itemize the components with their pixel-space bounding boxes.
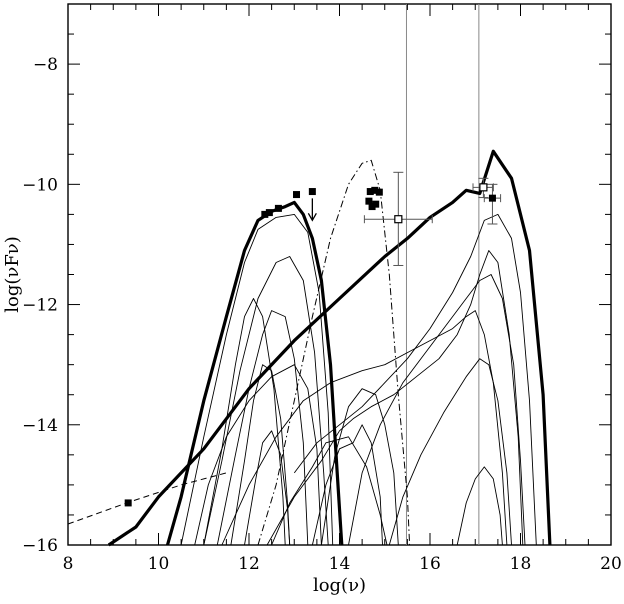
plot-border [67, 3, 612, 546]
x-tick-label-2: 12 [238, 554, 260, 574]
y-axis-label: log(νFν) [2, 236, 23, 313]
series-line-3 [67, 472, 227, 525]
series-line-12 [320, 388, 399, 546]
data-point-open-0 [394, 215, 403, 224]
upper-limits [307, 198, 317, 222]
data-point-filled-0 [124, 499, 132, 507]
arrow-head [307, 213, 317, 222]
data-point-filled-12 [488, 194, 496, 202]
series-line-13 [311, 424, 383, 546]
data-point-filled-10 [372, 200, 380, 208]
data-point-filled-7 [371, 186, 379, 194]
y-tick-label-0: −16 [22, 536, 58, 556]
data-point-filled-11 [368, 203, 376, 211]
model-curves [67, 149, 552, 547]
data-point-filled-6 [366, 188, 374, 196]
y-tick-label-2: −12 [22, 296, 58, 316]
vertical-lines [405, 4, 480, 545]
series-line-4 [180, 213, 334, 546]
data-point-filled-1 [261, 210, 269, 218]
series-line-7 [230, 364, 291, 546]
series-line-17 [348, 274, 526, 546]
series-line-15 [266, 250, 524, 546]
x-tick-label-0: 8 [63, 554, 74, 574]
series-line-2 [257, 159, 411, 546]
error-bars [363, 171, 502, 266]
y-axis-ticks: −16 −14 −12 −10 −8 [22, 33, 611, 556]
data-points [124, 183, 496, 507]
data-point-filled-3 [274, 204, 282, 212]
x-tick-label-1: 10 [148, 554, 170, 574]
series-line-10 [194, 364, 322, 546]
series-line-9 [203, 298, 286, 546]
series-line-0 [165, 200, 344, 546]
x-axis-label: log(ν) [313, 575, 366, 596]
x-tick-label-5: 18 [510, 554, 532, 574]
data-point-filled-4 [293, 191, 301, 199]
series-line-19 [456, 466, 503, 546]
series-line-5 [203, 256, 329, 546]
series-line-14 [221, 310, 508, 546]
x-tick-label-3: 14 [329, 554, 351, 574]
series-line-6 [216, 310, 309, 546]
x-axis-ticks: 8 10 12 14 16 18 20 [63, 4, 622, 574]
y-tick-label-3: −10 [22, 175, 58, 195]
series-line-1 [107, 149, 552, 547]
data-point-filled-5 [308, 188, 316, 196]
data-point-open-1 [479, 183, 488, 192]
upper-limit-arrow-0 [307, 198, 317, 222]
y-tick-label-1: −14 [22, 416, 58, 436]
plot-frame [67, 3, 612, 546]
series-line-16 [293, 213, 537, 546]
x-tick-label-4: 16 [419, 554, 441, 574]
series-line-18 [388, 358, 512, 546]
error-bar-1 [483, 183, 502, 225]
data-point-filled-8 [375, 188, 383, 196]
series-line-11 [271, 436, 388, 546]
y-tick-label-4: −8 [33, 55, 58, 75]
data-point-filled-2 [265, 209, 273, 217]
data-point-filled-9 [365, 197, 373, 205]
x-tick-label-6: 20 [600, 554, 622, 574]
